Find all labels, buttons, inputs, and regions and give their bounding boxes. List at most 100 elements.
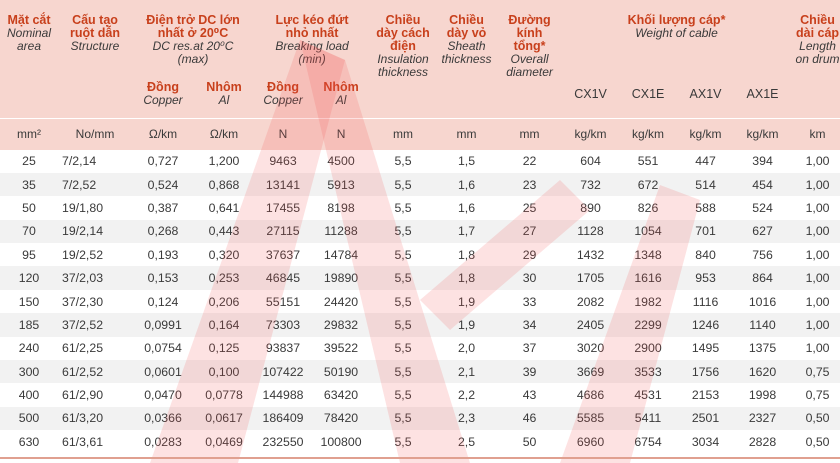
table-cell: 30 xyxy=(497,266,563,290)
table-cell: 7/2,14 xyxy=(58,149,132,173)
table-cell: 0,0617 xyxy=(194,406,255,431)
table-cell: 3020 xyxy=(562,336,620,361)
table-cell: 1,8 xyxy=(436,243,498,267)
table-cell: 1,00 xyxy=(791,196,840,220)
header-weight-cx1v: CX1V xyxy=(562,78,620,118)
table-cell: 93837 xyxy=(254,336,313,361)
table-cell: 1432 xyxy=(562,243,620,267)
table-cell: 0,153 xyxy=(132,266,194,290)
table-cell: 454 xyxy=(734,172,792,197)
unit-cell: Ω/km xyxy=(194,117,255,150)
table-cell: 50 xyxy=(497,430,563,454)
table-cell: 107422 xyxy=(254,360,313,384)
table-cell: 232550 xyxy=(254,430,313,454)
table-row: 25 7/2,14 0,727 1,200 9463 4500 5,5 1,5 22 604 551… xyxy=(0,149,840,173)
table-cell: 0,0283 xyxy=(132,430,194,454)
table-cell: 0,0470 xyxy=(132,383,194,407)
table-cell: 1,00 xyxy=(791,243,840,267)
table-cell: 240 xyxy=(0,336,58,361)
table-cell: 3533 xyxy=(619,360,678,384)
table-cell: 150 xyxy=(0,289,58,314)
table-cell: 25 xyxy=(0,149,58,173)
table-cell: 1620 xyxy=(734,360,792,384)
table-cell: 400 xyxy=(0,383,58,407)
table-cell: 34 xyxy=(497,313,563,337)
table-cell: 394 xyxy=(734,149,792,173)
unit-cell: kg/km xyxy=(562,117,620,150)
table-cell: 0,75 xyxy=(791,360,840,384)
table-cell: 0,524 xyxy=(132,172,194,197)
unit-cell: kg/km xyxy=(619,117,678,150)
unit-cell: mm xyxy=(436,117,498,150)
table-cell: 840 xyxy=(677,243,735,267)
header-weight-cx1e: CX1E xyxy=(619,78,678,118)
table-cell: 826 xyxy=(619,196,678,220)
table-row: 185 37/2,52 0,0991 0,164 73303 29832 5,5 1,9 34 2… xyxy=(0,313,840,337)
table-cell: 1,00 xyxy=(791,336,840,361)
unit-cell: kg/km xyxy=(677,117,735,150)
table-cell: 55151 xyxy=(254,289,313,314)
table-cell: 3669 xyxy=(562,360,620,384)
table-cell: 1,200 xyxy=(194,149,255,173)
table-cell: 1375 xyxy=(734,336,792,361)
table-cell: 100800 xyxy=(312,430,371,454)
table-cell: 61/2,25 xyxy=(58,336,132,361)
table-cell: 2,1 xyxy=(436,360,498,384)
table-cell: 61/2,90 xyxy=(58,383,132,407)
header-dc-aluminium: Nhôm Al xyxy=(194,78,255,118)
unit-cell: mm xyxy=(370,117,437,150)
table-cell: 11288 xyxy=(312,219,371,244)
table-cell: 144988 xyxy=(254,383,313,407)
table-cell: 19/2,52 xyxy=(58,243,132,267)
table-cell: 1,5 xyxy=(436,149,498,173)
table-row: 70 19/2,14 0,268 0,443 27115 11288 5,5 1,7 27 112… xyxy=(0,219,840,244)
unit-cell: N xyxy=(254,117,313,150)
table-cell: 732 xyxy=(562,172,620,197)
table-cell: 5,5 xyxy=(370,149,437,173)
table-cell: 78420 xyxy=(312,406,371,431)
table-cell: 0,320 xyxy=(194,243,255,267)
table-cell: 551 xyxy=(619,149,678,173)
table-cell: 1016 xyxy=(734,289,792,314)
table-cell: 19890 xyxy=(312,266,371,290)
table-cell: 5,5 xyxy=(370,289,437,314)
table-cell: 4686 xyxy=(562,383,620,407)
table-cell: 5,5 xyxy=(370,172,437,197)
table-cell: 5913 xyxy=(312,172,371,197)
table-body: 25 7/2,14 0,727 1,200 9463 4500 5,5 1,5 22 604 551… xyxy=(0,149,840,454)
table-cell: 35 xyxy=(0,172,58,197)
table-cell: 0,0601 xyxy=(132,360,194,384)
table-row: 50 19/1,80 0,387 0,641 17455 8198 5,5 1,6 25 890 8… xyxy=(0,196,840,220)
table-row: 150 37/2,30 0,124 0,206 55151 24420 5,5 1,9 33 20… xyxy=(0,289,840,314)
table-cell: 22 xyxy=(497,149,563,173)
unit-cell: Ω/km xyxy=(132,117,194,150)
table-cell: 500 xyxy=(0,406,58,431)
table-row: 500 61/3,20 0,0366 0,0617 186409 78420 5,5 2,3 4… xyxy=(0,406,840,431)
table-cell: 701 xyxy=(677,219,735,244)
table-cell: 0,50 xyxy=(791,430,840,454)
table-cell: 0,0991 xyxy=(132,313,194,337)
header-weight-ax1v: AX1V xyxy=(677,78,735,118)
table-cell: 63420 xyxy=(312,383,371,407)
header-load-aluminium: Nhôm Al xyxy=(312,78,371,118)
table-cell: 43 xyxy=(497,383,563,407)
table-cell: 5,5 xyxy=(370,266,437,290)
table-cell: 890 xyxy=(562,196,620,220)
table-cell: 630 xyxy=(0,430,58,454)
table-cell: 2153 xyxy=(677,383,735,407)
table-cell: 2828 xyxy=(734,430,792,454)
table-cell: 17455 xyxy=(254,196,313,220)
header-dc-resistance: Điện trở DC lớn nhất ở 20⁰C DC res.at 20… xyxy=(132,0,255,78)
table-row: 240 61/2,25 0,0754 0,125 93837 39522 5,5 2,0 37 3… xyxy=(0,336,840,361)
table-row: 300 61/2,52 0,0601 0,100 107422 50190 5,5 2,1 39… xyxy=(0,360,840,384)
table-row: 400 61/2,90 0,0470 0,0778 144988 63420 5,5 2,2 4… xyxy=(0,383,840,407)
table-cell: 0,100 xyxy=(194,360,255,384)
table-cell: 1,9 xyxy=(436,289,498,314)
table-cell: 5,5 xyxy=(370,430,437,454)
table-cell: 1348 xyxy=(619,243,678,267)
table-cell: 0,125 xyxy=(194,336,255,361)
bottom-rule xyxy=(0,457,840,459)
table-cell: 1495 xyxy=(677,336,735,361)
header-dc-copper: Đồng Copper xyxy=(132,78,194,118)
